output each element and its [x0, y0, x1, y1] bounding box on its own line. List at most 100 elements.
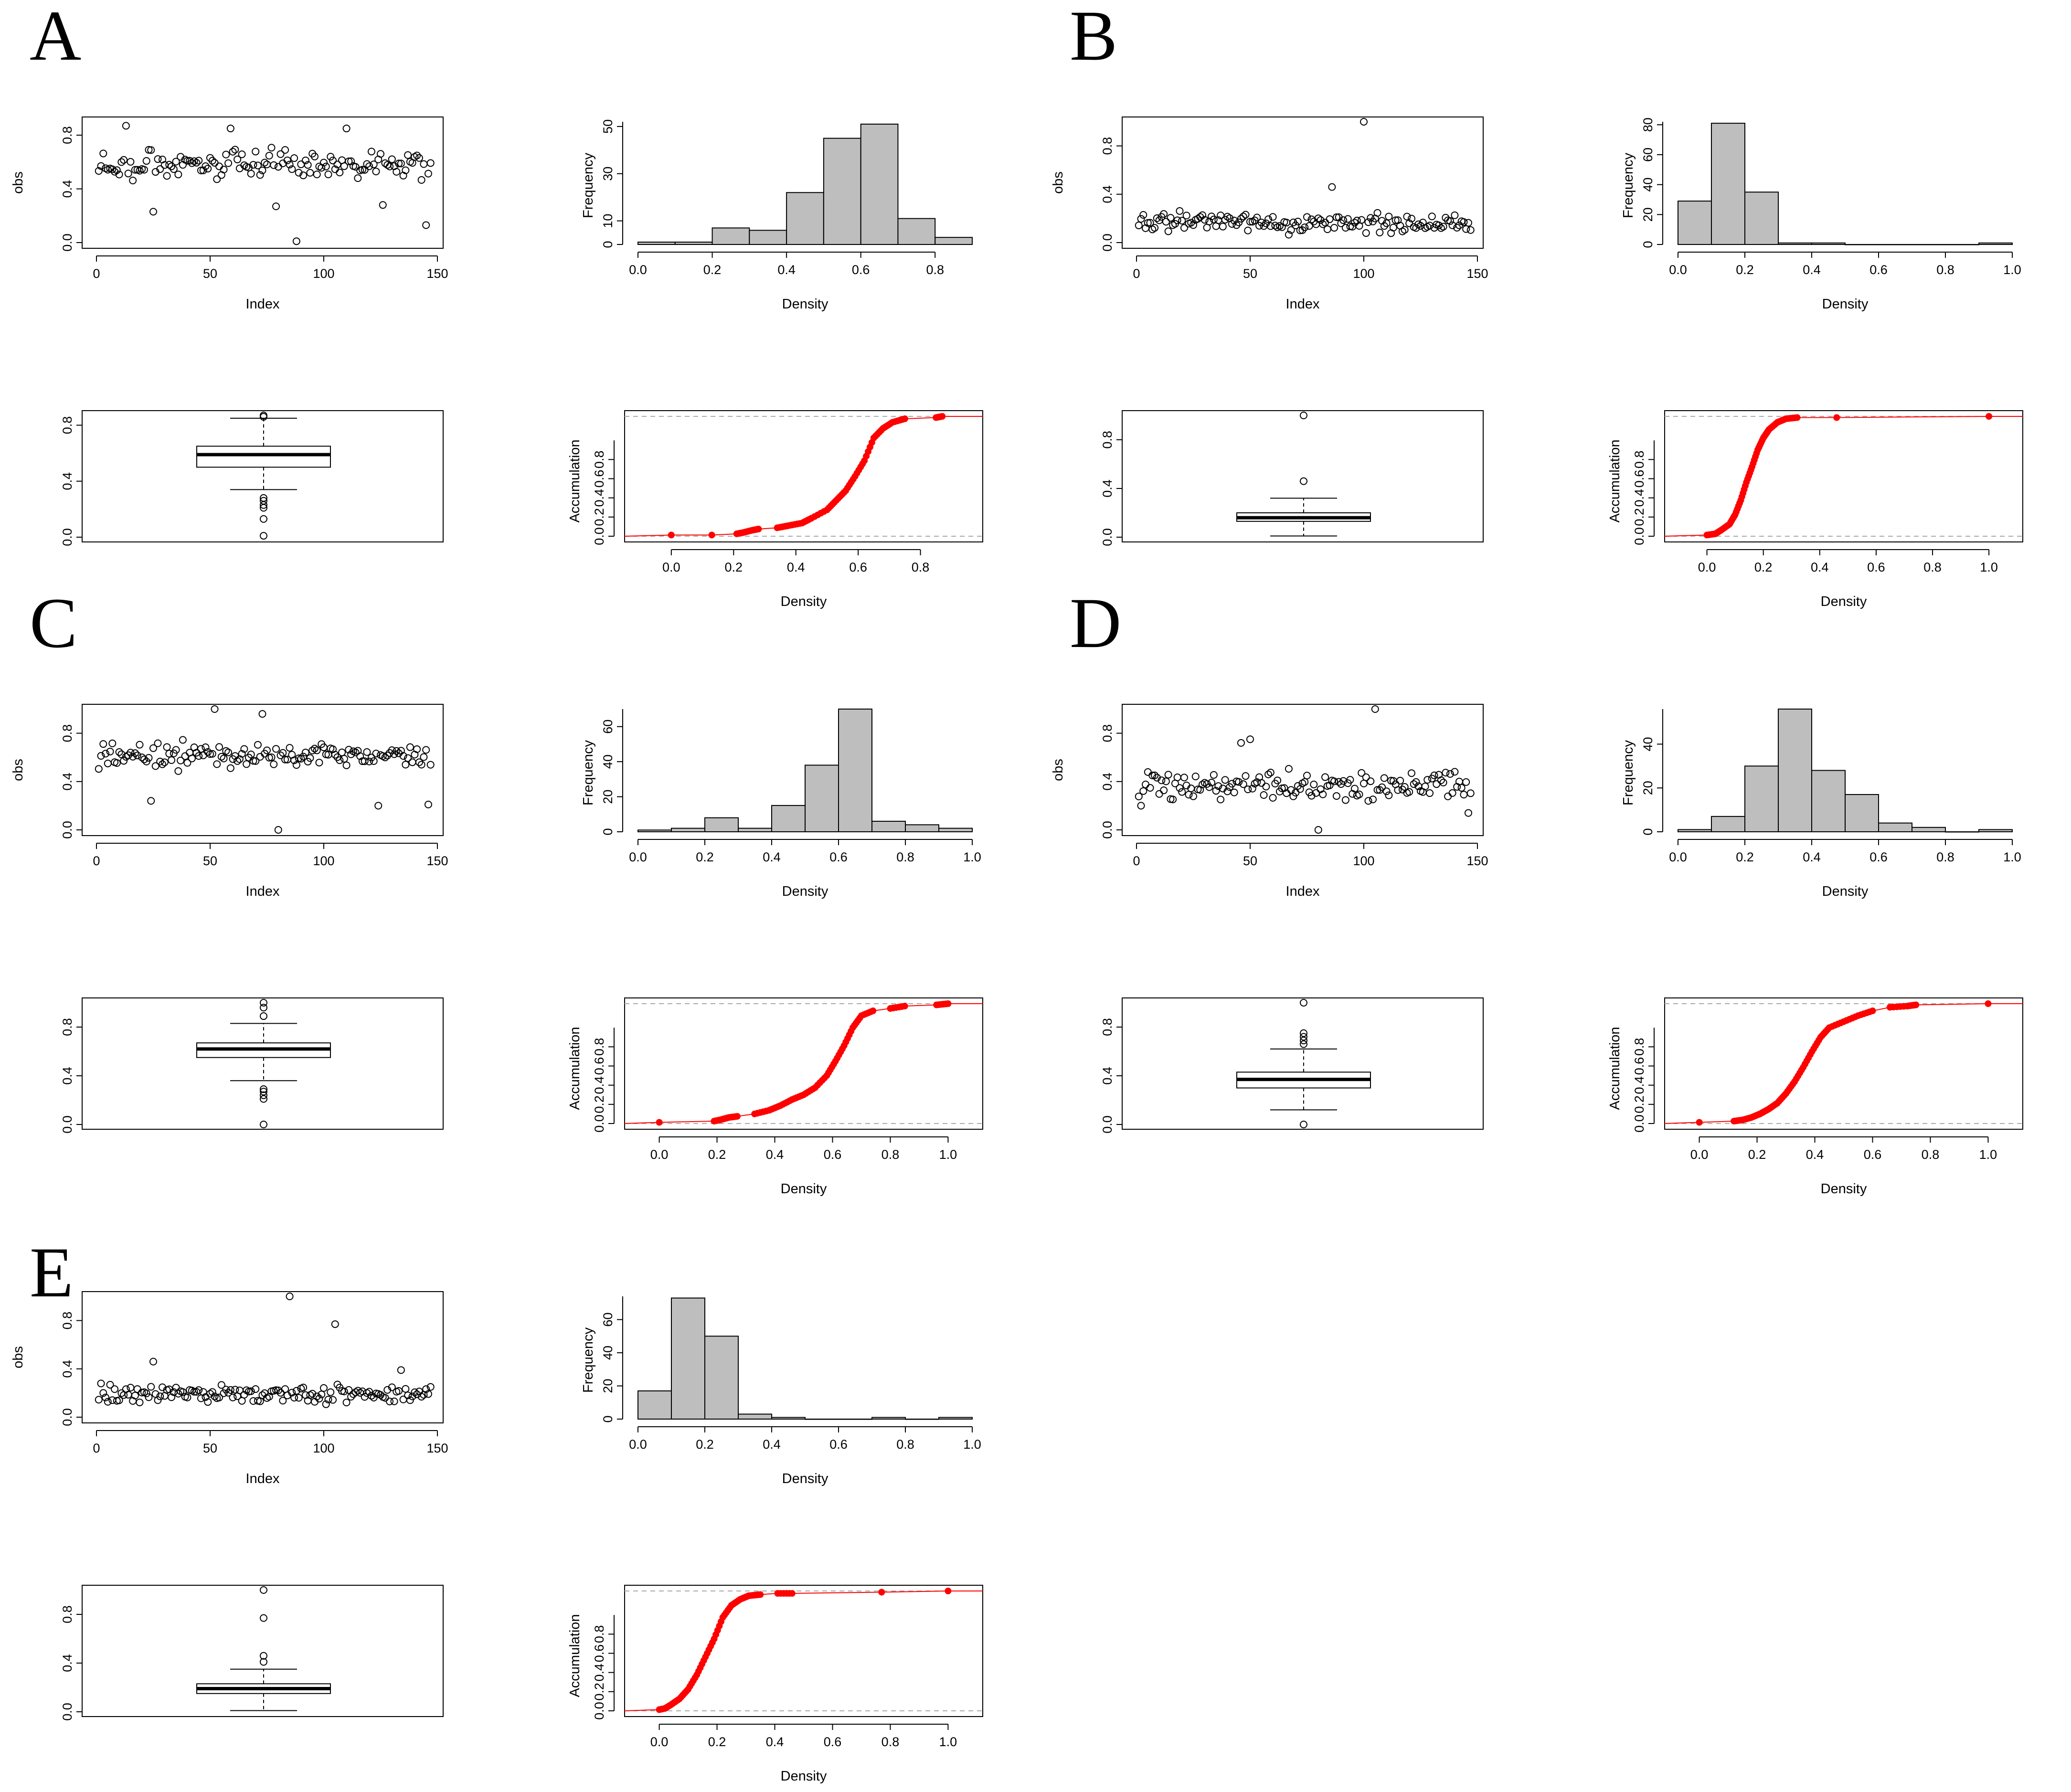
- scatter-point: [202, 743, 210, 751]
- ecdf-x-tick-label: 0.8: [1922, 1147, 1940, 1162]
- scatter-point: [127, 1384, 135, 1392]
- scatter-point: [1464, 809, 1472, 817]
- scatter-point: [215, 162, 223, 170]
- scatter-x-axis-label: Index: [246, 297, 280, 312]
- scatter-point: [313, 746, 321, 754]
- scatter-point: [254, 741, 262, 749]
- scatter-point: [1266, 768, 1274, 776]
- ecdf-x-tick-label: 0.6: [849, 560, 867, 574]
- histogram-bar: [805, 764, 839, 832]
- scatter-point: [174, 1389, 182, 1398]
- scatter-point: [195, 1386, 203, 1394]
- scatter-point: [188, 159, 196, 167]
- scatter-x-tick-label: 150: [426, 266, 448, 281]
- scatter-point: [388, 1383, 396, 1391]
- scatter-point: [97, 1379, 105, 1388]
- hist-x-tick-label: 1.0: [963, 1437, 981, 1452]
- histogram-bar: [1811, 242, 1846, 245]
- scatter-point: [197, 745, 205, 753]
- hist-x-tick-label: 0.2: [703, 263, 722, 277]
- ecdf-x-tick-label: 1.0: [939, 1735, 957, 1749]
- hist-y-tick-label: 60: [601, 1313, 615, 1327]
- ecdf-x-tick-label: 0.4: [787, 560, 805, 574]
- hist-x-tick-label: 0.0: [629, 850, 647, 864]
- scatter-point: [188, 754, 196, 763]
- scatter-point: [1319, 790, 1327, 798]
- histogram-bar: [905, 1419, 939, 1420]
- scatter-point: [290, 1394, 298, 1402]
- scatter-point: [1466, 226, 1475, 234]
- hist-x-axis-label: Density: [782, 1471, 828, 1486]
- scatter-point: [1173, 774, 1181, 782]
- scatter-point: [1253, 213, 1261, 222]
- scatter-point: [336, 756, 344, 764]
- scatter-point: [1464, 219, 1472, 227]
- scatter-point: [256, 753, 264, 761]
- scatter-point: [1428, 212, 1436, 221]
- scatter-point: [115, 170, 123, 179]
- hist-y-tick-label: 60: [1641, 148, 1655, 162]
- scatter-point: [370, 757, 378, 765]
- scatter-point: [1210, 215, 1218, 223]
- boxplot-frame: [1122, 410, 1484, 542]
- scatter-point: [235, 164, 244, 172]
- scatter-point: [1341, 224, 1349, 232]
- histogram-bar: [1744, 191, 1779, 245]
- scatter-point: [351, 748, 360, 756]
- ecdf-point: [1986, 413, 1993, 420]
- ecdf-point: [1985, 1000, 1992, 1007]
- scatter-point: [295, 1394, 303, 1402]
- ecdf-x-tick-label: 0.0: [662, 560, 680, 574]
- scatter-point: [404, 1391, 412, 1400]
- scatter-y-tick-label: 0.8: [1100, 724, 1115, 742]
- histogram-bar: [738, 827, 772, 832]
- scatter-point: [1176, 207, 1184, 215]
- scatter-point: [156, 1392, 164, 1400]
- scatter-point: [204, 1398, 212, 1406]
- boxplot-outlier: [260, 1586, 267, 1594]
- scatter-point: [115, 1396, 123, 1404]
- box-y-tick-label: 0.0: [1100, 528, 1115, 546]
- scatter-y-axis-label: obs: [11, 1346, 26, 1368]
- scatter-point: [422, 221, 430, 229]
- scatter-point: [367, 148, 375, 156]
- scatter-point: [172, 746, 180, 754]
- panel-letter-b: B: [1070, 0, 1117, 75]
- scatter-point: [372, 168, 380, 176]
- histogram-bar: [637, 829, 672, 833]
- hist-y-axis-label: Frequency: [1621, 740, 1636, 806]
- scatter-point: [1358, 769, 1366, 777]
- scatter-point: [124, 170, 132, 178]
- scatter-point: [177, 756, 185, 764]
- scatter-y-tick-label: 0.4: [1100, 185, 1115, 203]
- scatter-point: [397, 1366, 405, 1374]
- scatter-point: [206, 750, 214, 758]
- scatter-point: [297, 160, 305, 169]
- scatter-point: [290, 154, 298, 162]
- scatter-point: [217, 1381, 225, 1389]
- scatter-point: [299, 1383, 308, 1391]
- scatter-point: [1382, 219, 1391, 227]
- scatter-point: [224, 159, 233, 167]
- scatter-y-tick-label: 0.4: [60, 1360, 74, 1378]
- scatter-point: [254, 161, 262, 170]
- scatter-point: [1135, 792, 1143, 800]
- histogram-bar: [823, 138, 861, 245]
- ecdf-x-tick-label: 1.0: [939, 1147, 957, 1162]
- scatter-point: [243, 760, 251, 768]
- ecdf-y-tick-label: 0.2: [1632, 1095, 1646, 1113]
- scatter-point: [358, 166, 366, 174]
- scatter-point: [1446, 217, 1454, 225]
- ecdf-point: [1696, 1119, 1703, 1126]
- scatter-x-axis-label: Index: [1286, 884, 1320, 899]
- hist-x-tick-label: 1.0: [2003, 263, 2021, 277]
- scatter-point: [170, 165, 178, 173]
- scatter-point: [1235, 778, 1243, 786]
- ecdf-frame: [624, 410, 983, 542]
- scatter-point: [402, 166, 410, 174]
- scatter-point: [322, 1400, 330, 1408]
- scatter-point: [1205, 783, 1213, 791]
- scatter-point: [261, 159, 269, 167]
